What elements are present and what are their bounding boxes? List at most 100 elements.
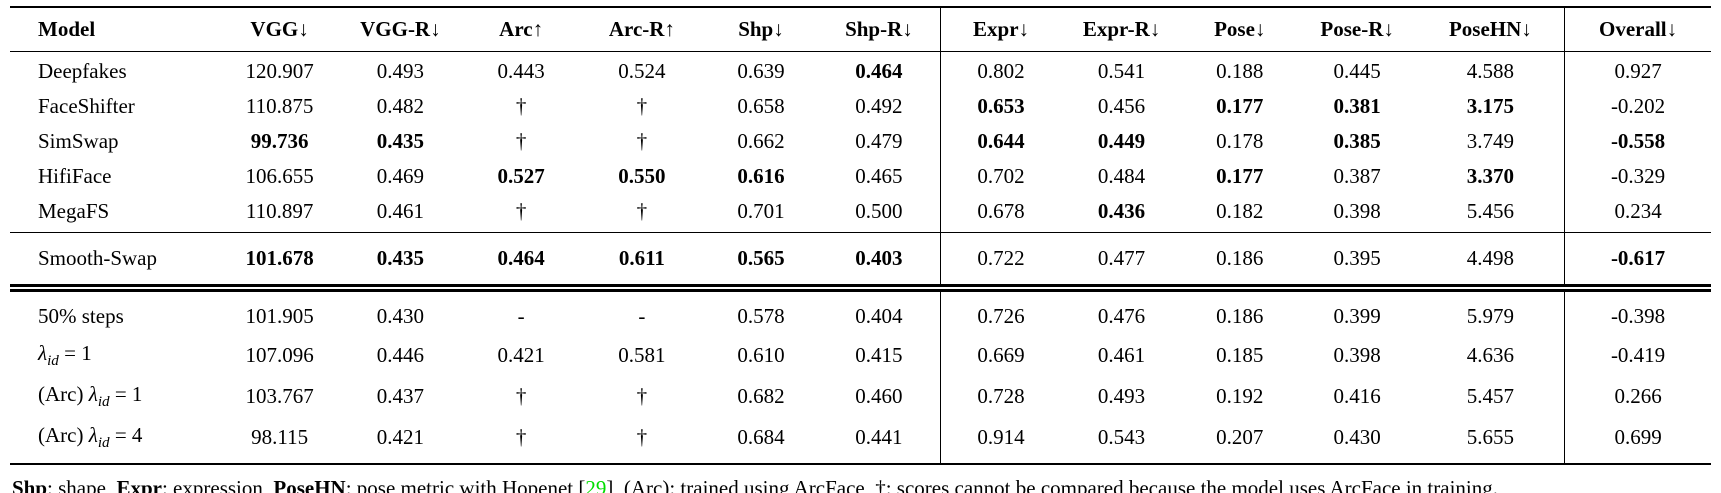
- text-segment: (Arc): [38, 423, 89, 448]
- cell: 0.669: [939, 335, 1062, 377]
- cell: 0.465: [855, 164, 903, 188]
- cell: 0.639: [737, 59, 785, 83]
- cell: 0.186: [1216, 246, 1264, 270]
- row-label: MegaFS: [10, 194, 221, 233]
- cell: 120.907: [245, 59, 314, 83]
- text-segment: Expr: [116, 475, 162, 493]
- cell: 0.802: [939, 51, 1062, 89]
- cell: -: [638, 304, 646, 328]
- cell: 0.416: [1333, 384, 1381, 409]
- cell: 0.421: [497, 343, 545, 368]
- cell: 0.421: [376, 425, 424, 450]
- column-header-exprr: Expr-R↓: [1061, 7, 1182, 52]
- text-segment: ], (Arc): trained using ArcFace, †: scor…: [606, 475, 1498, 493]
- cell: 0.541: [1097, 59, 1146, 83]
- cell: 0.430: [1333, 425, 1381, 450]
- cell: 0.543: [1097, 425, 1146, 450]
- text-segment: : shape,: [47, 475, 117, 493]
- cell: 4.588: [1466, 59, 1515, 83]
- cell: 0.188: [1216, 59, 1264, 83]
- cell: 0.460: [855, 384, 903, 409]
- cell: -0.558: [1564, 124, 1711, 159]
- cell: 0.702: [939, 159, 1062, 194]
- cell: 0.476: [1097, 304, 1146, 328]
- text-segment: id: [47, 353, 59, 370]
- text-segment: Smooth-Swap: [38, 246, 158, 270]
- cell: 0.701: [737, 199, 785, 223]
- table-row: FaceShifter 110.875 0.482 † † 0.658 0.492 0.653…: [10, 89, 1711, 124]
- cell: 0.611: [618, 246, 665, 270]
- cell: †: [515, 94, 527, 118]
- column-header-poser: Pose-R↓: [1297, 7, 1417, 52]
- cell: -0.329: [1564, 159, 1711, 194]
- citation-29: 29: [585, 475, 607, 493]
- row-label: λid = 1: [10, 335, 221, 376]
- column-header-vggr: VGG-R↓: [338, 7, 463, 52]
- section-smooth-swap: Smooth-Swap 101.678 0.435 0.464 0.611 0.565 0.…: [10, 232, 1711, 288]
- cell: †: [515, 425, 527, 450]
- table-row: Deepfakes 120.907 0.493 0.443 0.524 0.639 0.46…: [10, 51, 1711, 90]
- cell: 0.435: [376, 246, 424, 270]
- cell: 0.403: [855, 246, 903, 270]
- cell: 0.500: [855, 199, 903, 223]
- cell: 0.415: [855, 343, 903, 368]
- cell: 0.437: [376, 384, 424, 409]
- cell: -0.617: [1564, 232, 1711, 288]
- cell: 0.182: [1216, 199, 1264, 223]
- cell: 5.457: [1466, 384, 1515, 409]
- column-header-posehn: PoseHN↓: [1416, 7, 1565, 52]
- cell: 4.636: [1466, 343, 1515, 368]
- cell: 0.430: [376, 304, 424, 328]
- cell: 0.616: [737, 164, 785, 188]
- text-segment: id: [97, 435, 110, 452]
- cell: 0.456: [1097, 94, 1146, 118]
- cell: †: [636, 425, 648, 450]
- cell: 0.658: [737, 94, 785, 118]
- section-baseline-models: Deepfakes 120.907 0.493 0.443 0.524 0.639 0.46…: [10, 51, 1711, 233]
- cell: 0.178: [1216, 129, 1264, 153]
- cell: -: [517, 304, 525, 328]
- cell: 0.722: [939, 232, 1062, 288]
- cell: 0.464: [497, 246, 545, 270]
- row-label: Deepfakes: [10, 52, 221, 90]
- table-row: SimSwap 99.736 0.435 † † 0.662 0.479 0.644 0.449…: [10, 124, 1711, 159]
- text-segment: λ: [38, 341, 48, 365]
- cell: 0.177: [1216, 94, 1264, 118]
- column-header-shp: Shp↓: [703, 7, 818, 52]
- section-ablations: 50% steps 101.905 0.430- -0.578 0.404 0.726 0.…: [10, 288, 1711, 464]
- cell: †: [515, 129, 527, 153]
- cell: 0.445: [1333, 59, 1381, 83]
- row-label: FaceShifter: [10, 89, 221, 124]
- row-label: (Arc) λid = 1: [10, 376, 221, 417]
- cell: -0.202: [1564, 89, 1711, 124]
- cell: 0.449: [1097, 129, 1146, 153]
- column-header-overall: Overall↓: [1564, 7, 1711, 52]
- cell: 0.441: [855, 425, 903, 450]
- cell: 0.684: [737, 425, 785, 450]
- row-label: SimSwap: [10, 124, 221, 159]
- text-segment: id: [97, 394, 110, 411]
- cell: 101.905: [245, 304, 314, 328]
- table-footnote: Shp: shape, Expr: expression, PoseHN: po…: [10, 476, 1711, 493]
- cell: 110.875: [245, 94, 314, 118]
- cell: †: [636, 94, 648, 118]
- cell: 0.385: [1333, 129, 1381, 153]
- cell: 0.682: [737, 384, 785, 409]
- cell: 0.435: [376, 129, 424, 153]
- cell: 0.461: [1097, 343, 1146, 368]
- cell: 0.927: [1564, 51, 1711, 89]
- cell: 0.186: [1216, 304, 1264, 328]
- cell: 0.185: [1216, 343, 1264, 368]
- cell: 0.493: [376, 59, 424, 83]
- cell: 101.678: [245, 246, 314, 270]
- cell: -0.419: [1564, 335, 1711, 377]
- cell: 0.653: [939, 89, 1062, 124]
- cell: 0.207: [1216, 425, 1264, 450]
- text-segment: 50% steps: [38, 304, 124, 328]
- cell: 0.234: [1564, 194, 1711, 233]
- table-row: (Arc) λid = 1 103.767 0.437 † † 0.682 0.460 0.7…: [10, 376, 1711, 418]
- cell: 0.728: [939, 376, 1062, 418]
- cell: 0.436: [1097, 199, 1146, 223]
- table-row: HifiFace 106.655 0.469 0.527 0.550 0.616 0.465…: [10, 159, 1711, 194]
